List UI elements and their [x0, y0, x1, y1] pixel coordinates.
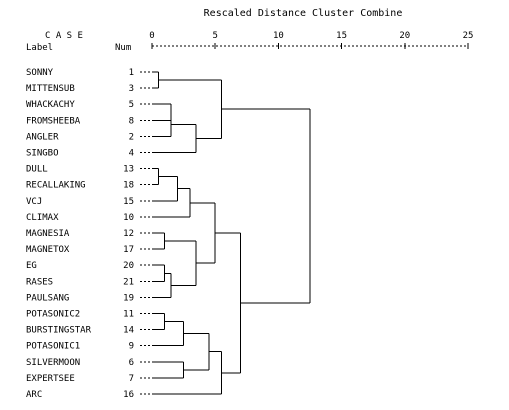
leaf-num: 4 — [129, 149, 134, 159]
leaf-label: RECALLAKING — [26, 181, 86, 191]
axis-tick-label: 20 — [399, 31, 410, 41]
axis-tick-label: 0 — [149, 31, 154, 41]
leaf-num: 10 — [123, 213, 134, 223]
leaf-label: EG — [26, 261, 37, 271]
leaf-label: MAGNETOX — [26, 245, 70, 255]
axis-tick-label: 10 — [273, 31, 284, 41]
leaf-num: 17 — [123, 245, 134, 255]
leaf-num: 18 — [123, 181, 134, 191]
axis-tick-label: 25 — [463, 31, 474, 41]
leaf-label: MAGNESIA — [26, 229, 70, 239]
leaf-num: 13 — [123, 165, 134, 175]
leaf-label: WHACKACHY — [26, 100, 75, 110]
leaf-label: SINGBO — [26, 149, 59, 159]
leaf-num: 9 — [129, 342, 134, 352]
leaf-num: 15 — [123, 197, 134, 207]
case-header: C A S E — [45, 31, 83, 41]
leaf-label: EXPERTSEE — [26, 374, 75, 384]
leaf-num: 21 — [123, 277, 134, 287]
leaf-label: ANGLER — [26, 132, 59, 142]
axis-tick-label: 5 — [212, 31, 217, 41]
leaf-num: 2 — [129, 132, 134, 142]
distance-axis: 0 5 10 15 20 25 — [149, 31, 473, 49]
leaf-label: FROMSHEEBA — [26, 116, 81, 126]
leaf-num: 16 — [123, 390, 134, 400]
leaf-num: 7 — [129, 374, 134, 384]
axis-tick-label: 15 — [336, 31, 347, 41]
leaf-label: MITTENSUB — [26, 84, 75, 94]
leaf-num: 1 — [129, 68, 134, 78]
leaf-num: 19 — [123, 293, 134, 303]
leaf-num: 14 — [123, 326, 134, 336]
leaf-num: 20 — [123, 261, 134, 271]
leaf-label: POTASONIC1 — [26, 342, 80, 352]
leaf-label: RASES — [26, 277, 53, 287]
leaf-label: PAULSANG — [26, 293, 69, 303]
leaf-label: SONNY — [26, 68, 54, 78]
leaf-num: 8 — [129, 116, 134, 126]
leaf-label: ARC — [26, 390, 42, 400]
leaf-num: 12 — [123, 229, 134, 239]
leaf-label: SILVERMOON — [26, 358, 80, 368]
leaf-label: CLIMAX — [26, 213, 59, 223]
leaf-label: DULL — [26, 165, 48, 175]
leaf-label: BURSTINGSTAR — [26, 326, 92, 336]
leaf-num: 11 — [123, 310, 134, 320]
leaf-label: VCJ — [26, 197, 42, 207]
chart-title: Rescaled Distance Cluster Combine — [204, 8, 403, 19]
leaf-label: POTASONIC2 — [26, 310, 80, 320]
num-header: Num — [115, 43, 131, 53]
label-header: Label — [26, 43, 53, 53]
dendrogram-tree — [152, 71, 311, 395]
leaf-num: 3 — [129, 84, 134, 94]
leaf-num: 6 — [129, 358, 134, 368]
leaf-num: 5 — [129, 100, 134, 110]
case-labels: SONNY 1 MITTENSUB 3 WHACKACHY 5 FROMSHEEBA 8 ANG… — [26, 68, 150, 400]
